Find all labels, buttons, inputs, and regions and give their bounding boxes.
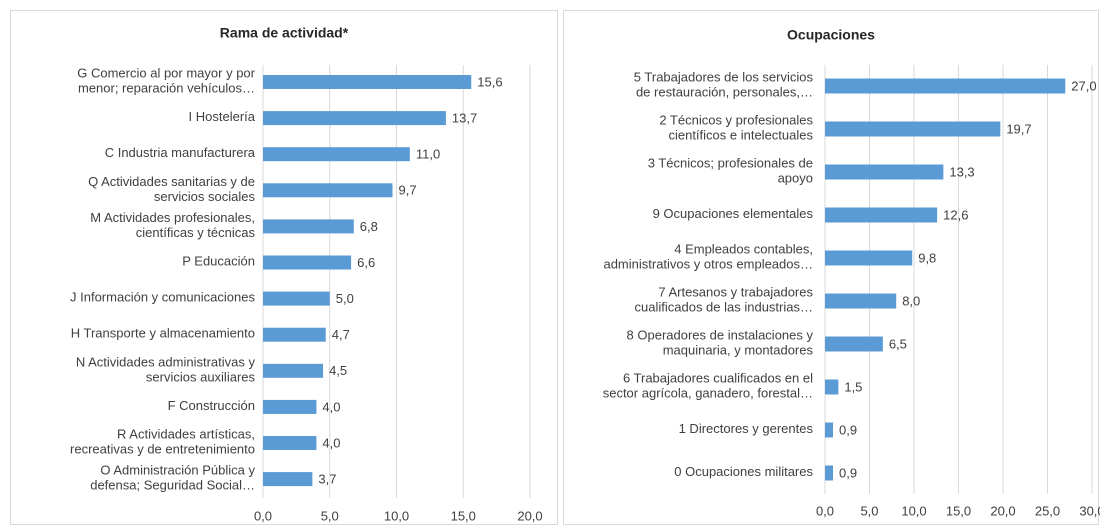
x-tick-label: 5,0 — [321, 508, 339, 523]
chart-title: Ocupaciones — [787, 27, 875, 43]
chart-title: Rama de actividad* — [220, 25, 349, 41]
bar — [825, 250, 913, 266]
bar — [825, 207, 938, 223]
y-tick-label: N Actividades administrativas y servicios… — [76, 355, 256, 385]
bar — [825, 379, 839, 395]
panel — [563, 10, 1099, 525]
value-label: 13,3 — [949, 164, 974, 179]
y-tick-label: 9 Ocupaciones elementales — [653, 206, 814, 221]
y-tick-label: 7 Artesanos y trabajadores cualificados d… — [635, 285, 814, 315]
x-tick-label: 15,0 — [451, 508, 476, 523]
value-label: 9,8 — [918, 250, 936, 265]
bar — [263, 472, 313, 487]
value-label: 9,7 — [398, 183, 416, 198]
value-label: 13,7 — [452, 111, 477, 126]
value-label: 0,9 — [839, 422, 857, 437]
value-label: 5,0 — [336, 291, 354, 306]
y-tick-label: 1 Directores y gerentes — [679, 421, 814, 436]
y-tick-label: 8 Operadores de instalaciones y maquinari… — [627, 328, 814, 358]
bar — [825, 336, 883, 352]
y-tick-label: 5 Trabajadores de los servicios de restau… — [634, 70, 814, 100]
y-tick-label: C Industria manufacturera — [105, 146, 256, 161]
x-tick-label: 30,0 — [1079, 503, 1100, 518]
value-label: 4,7 — [332, 327, 350, 342]
bar — [263, 147, 410, 162]
bar — [825, 465, 834, 481]
value-label: 1,5 — [844, 379, 862, 394]
bar — [263, 363, 324, 378]
x-tick-label: 15,0 — [946, 503, 971, 518]
value-label: 15,6 — [477, 74, 502, 89]
value-label: 8,0 — [902, 293, 920, 308]
y-tick-label: J Información y comunicaciones — [70, 290, 255, 305]
y-tick-label: Q Actividades sanitarias y de servicios s… — [88, 174, 255, 204]
value-label: 0,9 — [839, 465, 857, 480]
value-label: 19,7 — [1006, 121, 1031, 136]
bar — [825, 293, 897, 309]
y-tick-label: P Educación — [182, 254, 255, 269]
y-tick-label: M Actividades profesionales, científicas … — [90, 210, 255, 240]
bar — [263, 183, 393, 198]
bar — [263, 291, 330, 306]
bar — [825, 78, 1066, 94]
y-tick-label: 3 Técnicos; profesionales de apoyo — [648, 156, 813, 186]
y-tick-label: G Comercio al por mayor y por menor; repa… — [77, 66, 255, 96]
y-tick-label: O Administración Pública y defensa; Segur… — [90, 463, 255, 493]
value-label: 3,7 — [318, 472, 336, 487]
x-tick-label: 5,0 — [860, 503, 878, 518]
bar — [825, 422, 834, 438]
value-label: 27,0 — [1071, 78, 1096, 93]
value-label: 4,5 — [329, 363, 347, 378]
x-tick-label: 20,0 — [990, 503, 1015, 518]
value-label: 6,6 — [357, 255, 375, 270]
bar — [263, 327, 326, 342]
bar — [263, 255, 352, 270]
value-label: 12,6 — [943, 207, 968, 222]
y-tick-label: I Hostelería — [189, 110, 256, 125]
x-tick-label: 25,0 — [1035, 503, 1060, 518]
bar — [263, 111, 446, 126]
value-label: 6,8 — [360, 219, 378, 234]
bar — [825, 121, 1001, 137]
y-tick-label: 0 Ocupaciones militares — [674, 464, 813, 479]
x-tick-label: 20,0 — [517, 508, 542, 523]
y-tick-label: 6 Trabajadores cualificados en el sector … — [603, 371, 813, 401]
x-tick-label: 10,0 — [384, 508, 409, 523]
x-tick-label: 0,0 — [816, 503, 834, 518]
value-label: 4,0 — [322, 399, 340, 414]
value-label: 6,5 — [889, 336, 907, 351]
value-label: 4,0 — [322, 435, 340, 450]
y-tick-label: 2 Técnicos y profesionales científicos e … — [659, 113, 813, 143]
bar — [263, 436, 317, 450]
x-tick-label: 0,0 — [254, 508, 272, 523]
bar — [263, 399, 317, 414]
bar — [263, 219, 354, 234]
bar — [263, 75, 472, 89]
bar — [825, 164, 944, 180]
y-tick-label: R Actividades artísticas, recreativas y d… — [70, 427, 255, 457]
y-tick-label: H Transporte y almacenamiento — [71, 326, 255, 341]
x-tick-label: 10,0 — [901, 503, 926, 518]
value-label: 11,0 — [416, 147, 440, 162]
y-tick-label: F Construcción — [168, 398, 255, 413]
y-tick-label: 4 Empleados contables, administrativos y … — [603, 242, 813, 272]
